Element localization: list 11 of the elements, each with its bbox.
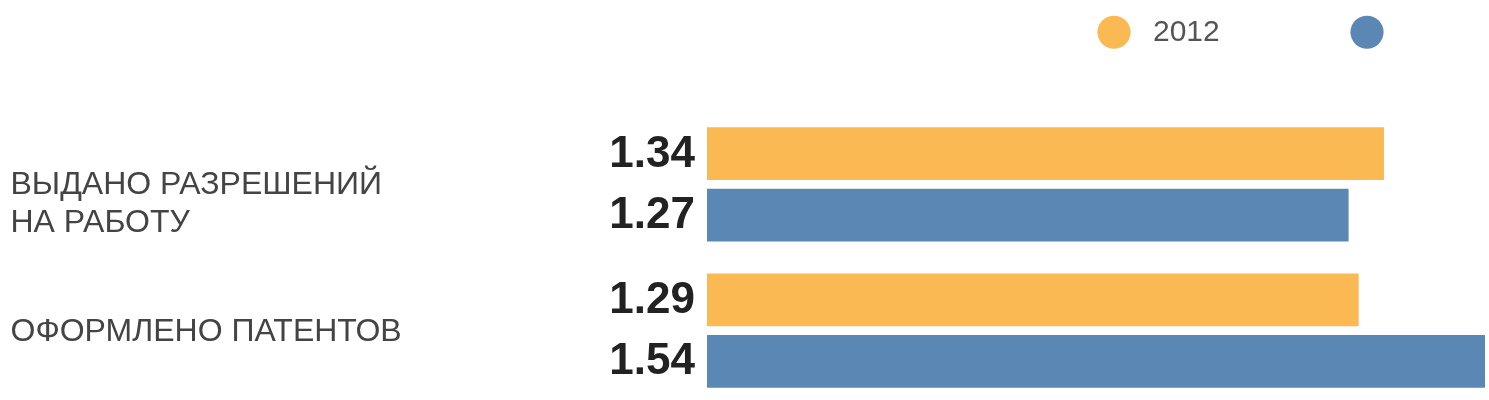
legend-label: 2012	[1153, 14, 1220, 48]
data-label: 1.27	[609, 188, 695, 238]
data-label: 1.54	[609, 334, 696, 384]
y-tick-label: ОФОРМЛЕНО ПАТЕНТОВ	[10, 311, 402, 348]
bar	[707, 273, 1359, 327]
bar	[707, 334, 1485, 388]
data-label: 1.29	[609, 272, 695, 322]
y-tick-label: ВЫДАНО РАЗРЕШЕНИЙ НА РАБОТУ	[10, 165, 383, 240]
data-label: 1.34	[609, 126, 696, 176]
bar	[707, 127, 1384, 181]
bar	[707, 188, 1349, 242]
